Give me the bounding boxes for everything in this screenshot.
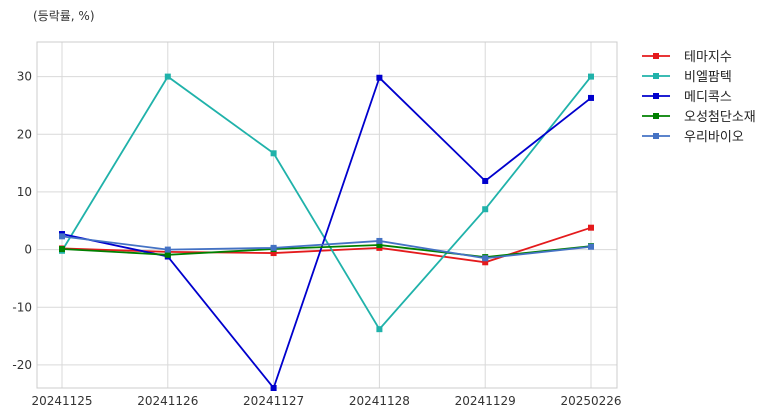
plot-frame bbox=[36, 41, 618, 389]
data-point bbox=[482, 259, 489, 266]
data-point bbox=[588, 243, 594, 250]
y-tick-label: -20 bbox=[12, 358, 32, 372]
legend-label: 오성첨단소재 bbox=[684, 110, 756, 125]
y-tick-label: 0 bbox=[24, 243, 32, 257]
series-line bbox=[61, 75, 592, 331]
data-point bbox=[164, 73, 171, 80]
x-tick-label: 20241129 bbox=[455, 394, 516, 408]
data-point bbox=[482, 206, 489, 213]
data-point bbox=[376, 237, 383, 244]
data-point bbox=[270, 250, 277, 257]
data-point bbox=[376, 241, 383, 248]
y-axis: -20 -10 0 10 20 30 bbox=[12, 70, 32, 372]
x-tick-label: 20250226 bbox=[560, 394, 621, 408]
data-point bbox=[376, 326, 383, 333]
series-1 bbox=[59, 73, 594, 333]
y-tick-label: 20 bbox=[17, 127, 32, 141]
legend-swatch-marker bbox=[653, 133, 659, 139]
x-axis: 20241125 20241126 20241127 20241128 20241129… bbox=[31, 394, 621, 408]
data-point bbox=[270, 150, 277, 157]
legend-label: 우리바이오 bbox=[684, 130, 744, 145]
data-point bbox=[588, 94, 594, 101]
data-point bbox=[376, 74, 383, 81]
y-tick-label: 30 bbox=[17, 70, 32, 84]
data-point bbox=[270, 244, 277, 251]
legend-label: 비엘팜텍 bbox=[684, 70, 732, 85]
grid bbox=[37, 42, 617, 388]
data-point bbox=[588, 224, 594, 231]
x-tick-label: 20241127 bbox=[243, 394, 304, 408]
series-line bbox=[61, 244, 592, 259]
legend-swatch-marker bbox=[653, 53, 659, 59]
data-point bbox=[164, 246, 171, 253]
series-line bbox=[61, 76, 592, 390]
data-point bbox=[59, 233, 65, 240]
series-4 bbox=[59, 233, 594, 262]
legend-label: 테마지수 bbox=[684, 50, 732, 65]
legend-swatch-marker bbox=[653, 73, 659, 79]
x-tick-label: 20241125 bbox=[31, 394, 92, 408]
legend-swatch-marker bbox=[653, 93, 659, 99]
data-point bbox=[59, 246, 65, 253]
legend-label: 메디콕스 bbox=[684, 90, 732, 105]
data-point bbox=[482, 255, 489, 262]
unit-label: (등락률, %) bbox=[33, 9, 95, 23]
y-tick-label: -10 bbox=[12, 300, 32, 314]
x-tick-label: 20241126 bbox=[137, 394, 198, 408]
data-point bbox=[270, 385, 277, 391]
series-line bbox=[61, 235, 592, 260]
x-tick-label: 20241128 bbox=[349, 394, 410, 408]
data-point bbox=[164, 251, 171, 258]
series-layer bbox=[59, 73, 594, 391]
y-tick-label: 10 bbox=[17, 185, 32, 199]
data-point bbox=[482, 177, 489, 184]
legend-swatch-marker bbox=[653, 113, 659, 119]
data-point bbox=[588, 73, 594, 80]
